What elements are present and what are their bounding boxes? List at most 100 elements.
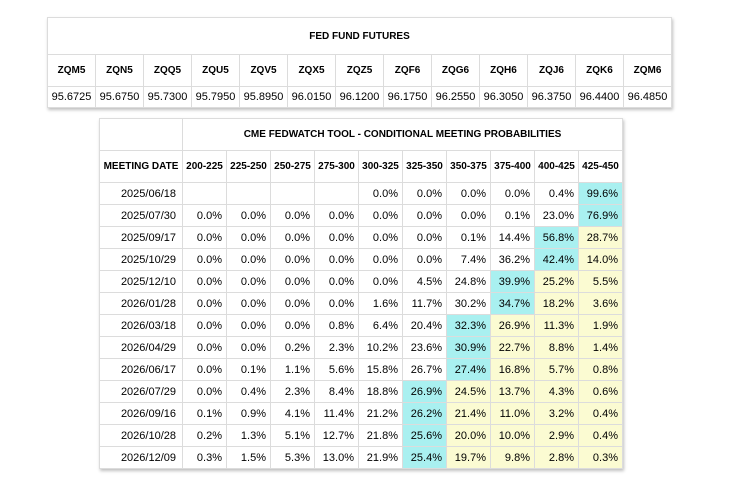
probability-cell: 8.4%: [314, 380, 359, 403]
shaded-probability-cell: 0.8%: [578, 358, 623, 381]
meeting-date: 2026/06/17: [99, 358, 183, 381]
probability-cell: [182, 182, 227, 205]
shaded-probability-cell: 26.9%: [490, 314, 535, 337]
shaded-probability-cell: 11.3%: [534, 314, 579, 337]
probability-cell: 0.0%: [226, 292, 271, 315]
meeting-date: 2026/10/28: [99, 424, 183, 447]
probability-cell: 30.2%: [446, 292, 491, 315]
rate-range-header: 250-275: [270, 150, 315, 183]
probability-cell: [314, 182, 359, 205]
table-row: 2026/09/16 0.1% 0.9% 4.1% 11.4% 21.2% 26.2% 21.…: [99, 402, 623, 425]
futures-contract-price: 96.4400: [575, 86, 624, 108]
probability-cell: 0.0%: [182, 270, 227, 293]
shaded-probability-cell: 2.9%: [534, 424, 579, 447]
futures-contract-price: 96.2550: [431, 86, 480, 108]
probability-cell: 0.0%: [182, 336, 227, 359]
probability-cell: 24.8%: [446, 270, 491, 293]
probability-cell: 5.6%: [314, 358, 359, 381]
shaded-probability-cell: 16.8%: [490, 358, 535, 381]
probability-cell: 0.1%: [490, 204, 535, 227]
futures-title: FED FUND FUTURES: [47, 17, 672, 55]
shaded-probability-cell: 11.0%: [490, 402, 535, 425]
fedwatch-probability-table: CME FEDWATCH TOOL - CONDITIONAL MEETING …: [99, 118, 623, 469]
probability-cell: 20.4%: [402, 314, 447, 337]
probability-cell: 0.0%: [226, 204, 271, 227]
probability-cell: 0.1%: [226, 358, 271, 381]
probability-cell: 0.0%: [270, 314, 315, 337]
probability-cell: 0.1%: [446, 226, 491, 249]
probability-cell: 12.7%: [314, 424, 359, 447]
probability-cell: 13.0%: [314, 446, 359, 469]
shaded-probability-cell: 0.4%: [578, 424, 623, 447]
rate-range-header: 225-250: [226, 150, 271, 183]
shaded-probability-cell: 18.2%: [534, 292, 579, 315]
probability-cell: 0.0%: [226, 248, 271, 271]
shaded-probability-cell: 8.8%: [534, 336, 579, 359]
shaded-probability-cell: 5.5%: [578, 270, 623, 293]
probability-cell: 0.0%: [358, 182, 403, 205]
shaded-probability-cell: 22.7%: [490, 336, 535, 359]
probability-cell: 0.0%: [226, 270, 271, 293]
probability-cell: [226, 182, 271, 205]
shaded-probability-cell: 3.2%: [534, 402, 579, 425]
max-probability-cell: 42.4%: [534, 248, 579, 271]
shaded-probability-cell: 13.7%: [490, 380, 535, 403]
meeting-date: 2025/10/29: [99, 248, 183, 271]
probability-cell: [270, 182, 315, 205]
probability-cell: 0.0%: [226, 336, 271, 359]
probability-cell: 1.1%: [270, 358, 315, 381]
probability-cell: 0.0%: [182, 314, 227, 337]
futures-contract-code: ZQM5: [47, 54, 96, 87]
meeting-date-header: MEETING DATE: [99, 150, 183, 183]
probability-cell: 0.0%: [358, 248, 403, 271]
futures-contract-price: 95.6725: [47, 86, 96, 108]
probability-cell: 0.0%: [182, 358, 227, 381]
probability-cell: 10.2%: [358, 336, 403, 359]
fedwatch-corner-cell: [99, 118, 183, 151]
probability-cell: 0.0%: [226, 314, 271, 337]
shaded-probability-cell: 0.3%: [578, 446, 623, 469]
probability-cell: 0.0%: [314, 204, 359, 227]
probability-cell: 0.0%: [446, 204, 491, 227]
probability-cell: 0.0%: [446, 182, 491, 205]
shaded-probability-cell: 1.4%: [578, 336, 623, 359]
probability-cell: 0.3%: [182, 446, 227, 469]
probability-cell: 0.0%: [270, 248, 315, 271]
futures-header-row: ZQM5 ZQN5 ZQQ5 ZQU5 ZQV5 ZQX5 ZQZ5 ZQF6 ZQG6 ZQH6…: [47, 54, 672, 87]
max-probability-cell: 32.3%: [446, 314, 491, 337]
rate-range-header: 375-400: [490, 150, 535, 183]
probability-cell: 1.6%: [358, 292, 403, 315]
futures-contract-code: ZQX5: [287, 54, 336, 87]
shaded-probability-cell: 0.4%: [578, 402, 623, 425]
shaded-probability-cell: 20.0%: [446, 424, 491, 447]
futures-contract-price: 96.1750: [383, 86, 432, 108]
futures-contract-price: 96.3050: [479, 86, 528, 108]
shaded-probability-cell: 25.2%: [534, 270, 579, 293]
probability-cell: 0.0%: [314, 292, 359, 315]
meeting-date: 2026/07/29: [99, 380, 183, 403]
table-row: 2026/12/09 0.3% 1.5% 5.3% 13.0% 21.9% 25.4% 19.…: [99, 446, 623, 469]
rate-range-header: 425-450: [578, 150, 623, 183]
probability-cell: 0.0%: [182, 204, 227, 227]
probability-cell: 0.0%: [270, 292, 315, 315]
probability-cell: 0.1%: [182, 402, 227, 425]
shaded-probability-cell: 2.8%: [534, 446, 579, 469]
table-row: 2026/07/29 0.0% 0.4% 2.3% 8.4% 18.8% 26.9% 24.5…: [99, 380, 623, 403]
probability-cell: 0.2%: [182, 424, 227, 447]
max-probability-cell: 99.6%: [578, 182, 623, 205]
probability-cell: 11.7%: [402, 292, 447, 315]
probability-cell: 0.0%: [402, 204, 447, 227]
table-row: 2025/10/29 0.0% 0.0% 0.0% 0.0% 0.0% 0.0% 7.4% 36…: [99, 248, 623, 271]
probability-cell: 0.0%: [182, 380, 227, 403]
futures-price-row: 95.6725 95.6750 95.7300 95.7950 95.8950 96.01…: [47, 86, 672, 108]
probability-cell: 7.4%: [446, 248, 491, 271]
probability-cell: 21.2%: [358, 402, 403, 425]
futures-contract-code: ZQM6: [623, 54, 672, 87]
futures-contract-code: ZQH6: [479, 54, 528, 87]
meeting-date: 2026/01/28: [99, 292, 183, 315]
fed-fund-futures-panel: FED FUND FUTURES ZQM5 ZQN5 ZQQ5 ZQU5 ZQV5 ZQX…: [47, 17, 672, 108]
fed-fund-futures-table: FED FUND FUTURES ZQM5 ZQN5 ZQQ5 ZQU5 ZQV5 ZQX…: [47, 17, 672, 108]
futures-contract-code: ZQK6: [575, 54, 624, 87]
futures-contract-code: ZQQ5: [143, 54, 192, 87]
meeting-date: 2025/12/10: [99, 270, 183, 293]
